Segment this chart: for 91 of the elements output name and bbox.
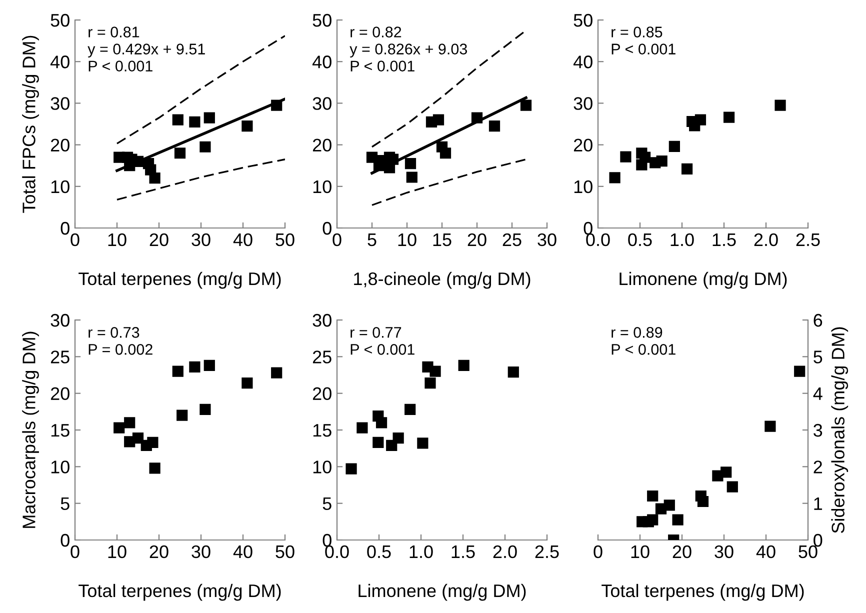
x-tick-label: 1.5 [452,546,475,558]
y-tick-label: 25 [312,350,332,364]
x-tick-label: 2.0 [493,545,517,558]
x-tick-label: 10 [398,233,416,246]
x-axis-title: Total terpenes (mg/g DM) [78,584,281,601]
x-tick-label: 30 [714,545,734,558]
y-tick-label: 20 [312,387,332,400]
y-tick-label: 10 [574,180,592,194]
x-tick-label: 50 [798,545,818,558]
x-axis-title: Total terpenes (mg/g DM) [602,584,804,601]
annotation: r = 0.82 y = 0.826x + 9.03 P < 0.001 [350,26,467,72]
y2-tick-label: 2 [814,460,822,474]
x-tick-label: 15 [433,234,452,246]
x-axis-title: Total terpenes (mg/g DM) [78,272,281,289]
y-tick-label: 5 [60,497,70,510]
y-tick-label: 40 [573,56,592,68]
x-tick-label: 20 [150,545,168,558]
y-tick-label: 0 [60,222,70,235]
y-tick-label: 15 [51,424,70,437]
x-tick-label: 25 [502,233,522,246]
x-tick-label: 0.5 [367,545,391,558]
y2-tick-label: 3 [814,424,822,437]
y-tick-label: 50 [574,14,592,27]
y-tick-label: 30 [312,97,332,110]
annotation: r = 0.73 P = 0.002 [88,327,152,355]
y2-tick-label: 0 [814,534,822,547]
x-tick-label: 0 [332,233,342,246]
x-tick-label: 30 [538,233,556,246]
x-tick-label: 10 [108,233,126,246]
x-tick-label: 0.0 [586,233,610,246]
x-tick-label: 50 [276,545,294,558]
x-tick-label: 1.0 [410,545,433,558]
y-tick-label: 25 [50,350,70,364]
x-tick-label: 20 [468,233,486,246]
x-tick-label: 0 [70,233,80,246]
y-tick-label: 20 [312,138,332,152]
x-axis-title: Limonene (mg/g DM) [620,272,787,289]
y2-axis-title: Sideroxylonals (mg/g DM) [831,327,848,534]
y2-tick-label: 1 [814,497,822,510]
x-tick-label: 10 [108,545,126,558]
y-tick-label: 20 [574,138,592,152]
y-tick-label: 50 [50,14,70,27]
y-axis-title: Total FPCs (mg/g DM) [22,36,39,213]
annotation: r = 0.77 P < 0.001 [350,327,414,355]
x-tick-label: 1.0 [670,233,694,246]
x-tick-label: 50 [276,233,294,246]
y2-tick-label: 5 [814,350,822,364]
y2-tick-label: 6 [814,314,822,327]
x-tick-label: 5 [368,234,376,246]
y-tick-label: 30 [312,314,332,327]
y-tick-label: 30 [50,314,70,327]
annotation: r = 0.89 P < 0.001 [612,327,676,355]
y-tick-label: 10 [51,180,70,194]
y-tick-label: 20 [50,387,70,400]
y-tick-label: 40 [312,56,332,68]
y-tick-label: 10 [313,460,332,474]
y-tick-label: 0 [322,534,332,547]
x-tick-label: 40 [233,545,252,558]
x-tick-label: 2.5 [535,545,559,558]
x-tick-label: 30 [192,545,210,558]
x-tick-label: 40 [233,233,252,246]
x-tick-label: 2.0 [754,233,778,246]
x-tick-label: 40 [756,545,776,558]
x-tick-label: 0.5 [628,233,652,246]
annotation: r = 0.85 P < 0.001 [612,26,676,54]
y-tick-label: 30 [574,97,592,110]
x-tick-label: 30 [192,233,210,246]
annotation: r = 0.81 y = 0.429x + 9.51 P < 0.001 [88,26,205,72]
y-tick-label: 0 [60,534,70,547]
x-axis-title: 1,8-cineole (mg/g DM) [354,272,530,289]
y-tick-label: 15 [313,424,332,437]
x-axis-title: Limonene (mg/g DM) [358,584,526,601]
x-tick-label: 1.5 [712,234,736,246]
x-tick-label: 0.0 [325,545,349,558]
y-tick-label: 0 [584,222,592,235]
y-tick-label: 10 [51,460,70,474]
y-tick-label: 5 [322,497,332,510]
y-tick-label: 10 [313,180,332,194]
y-tick-label: 40 [50,56,70,68]
x-tick-label: 20 [672,545,692,558]
y2-tick-label: 4 [813,387,822,400]
y-tick-label: 30 [50,97,70,110]
x-tick-label: 10 [631,545,650,558]
x-tick-label: 0 [594,545,602,558]
x-tick-label: 0 [70,545,80,558]
x-tick-label: 20 [150,233,168,246]
y-tick-label: 20 [50,138,70,152]
y-tick-label: 50 [312,14,332,27]
y-tick-label: 0 [322,222,332,235]
x-tick-label: 2.5 [796,233,820,246]
y-axis-title: Macrocarpals (mg/g DM) [22,332,39,528]
